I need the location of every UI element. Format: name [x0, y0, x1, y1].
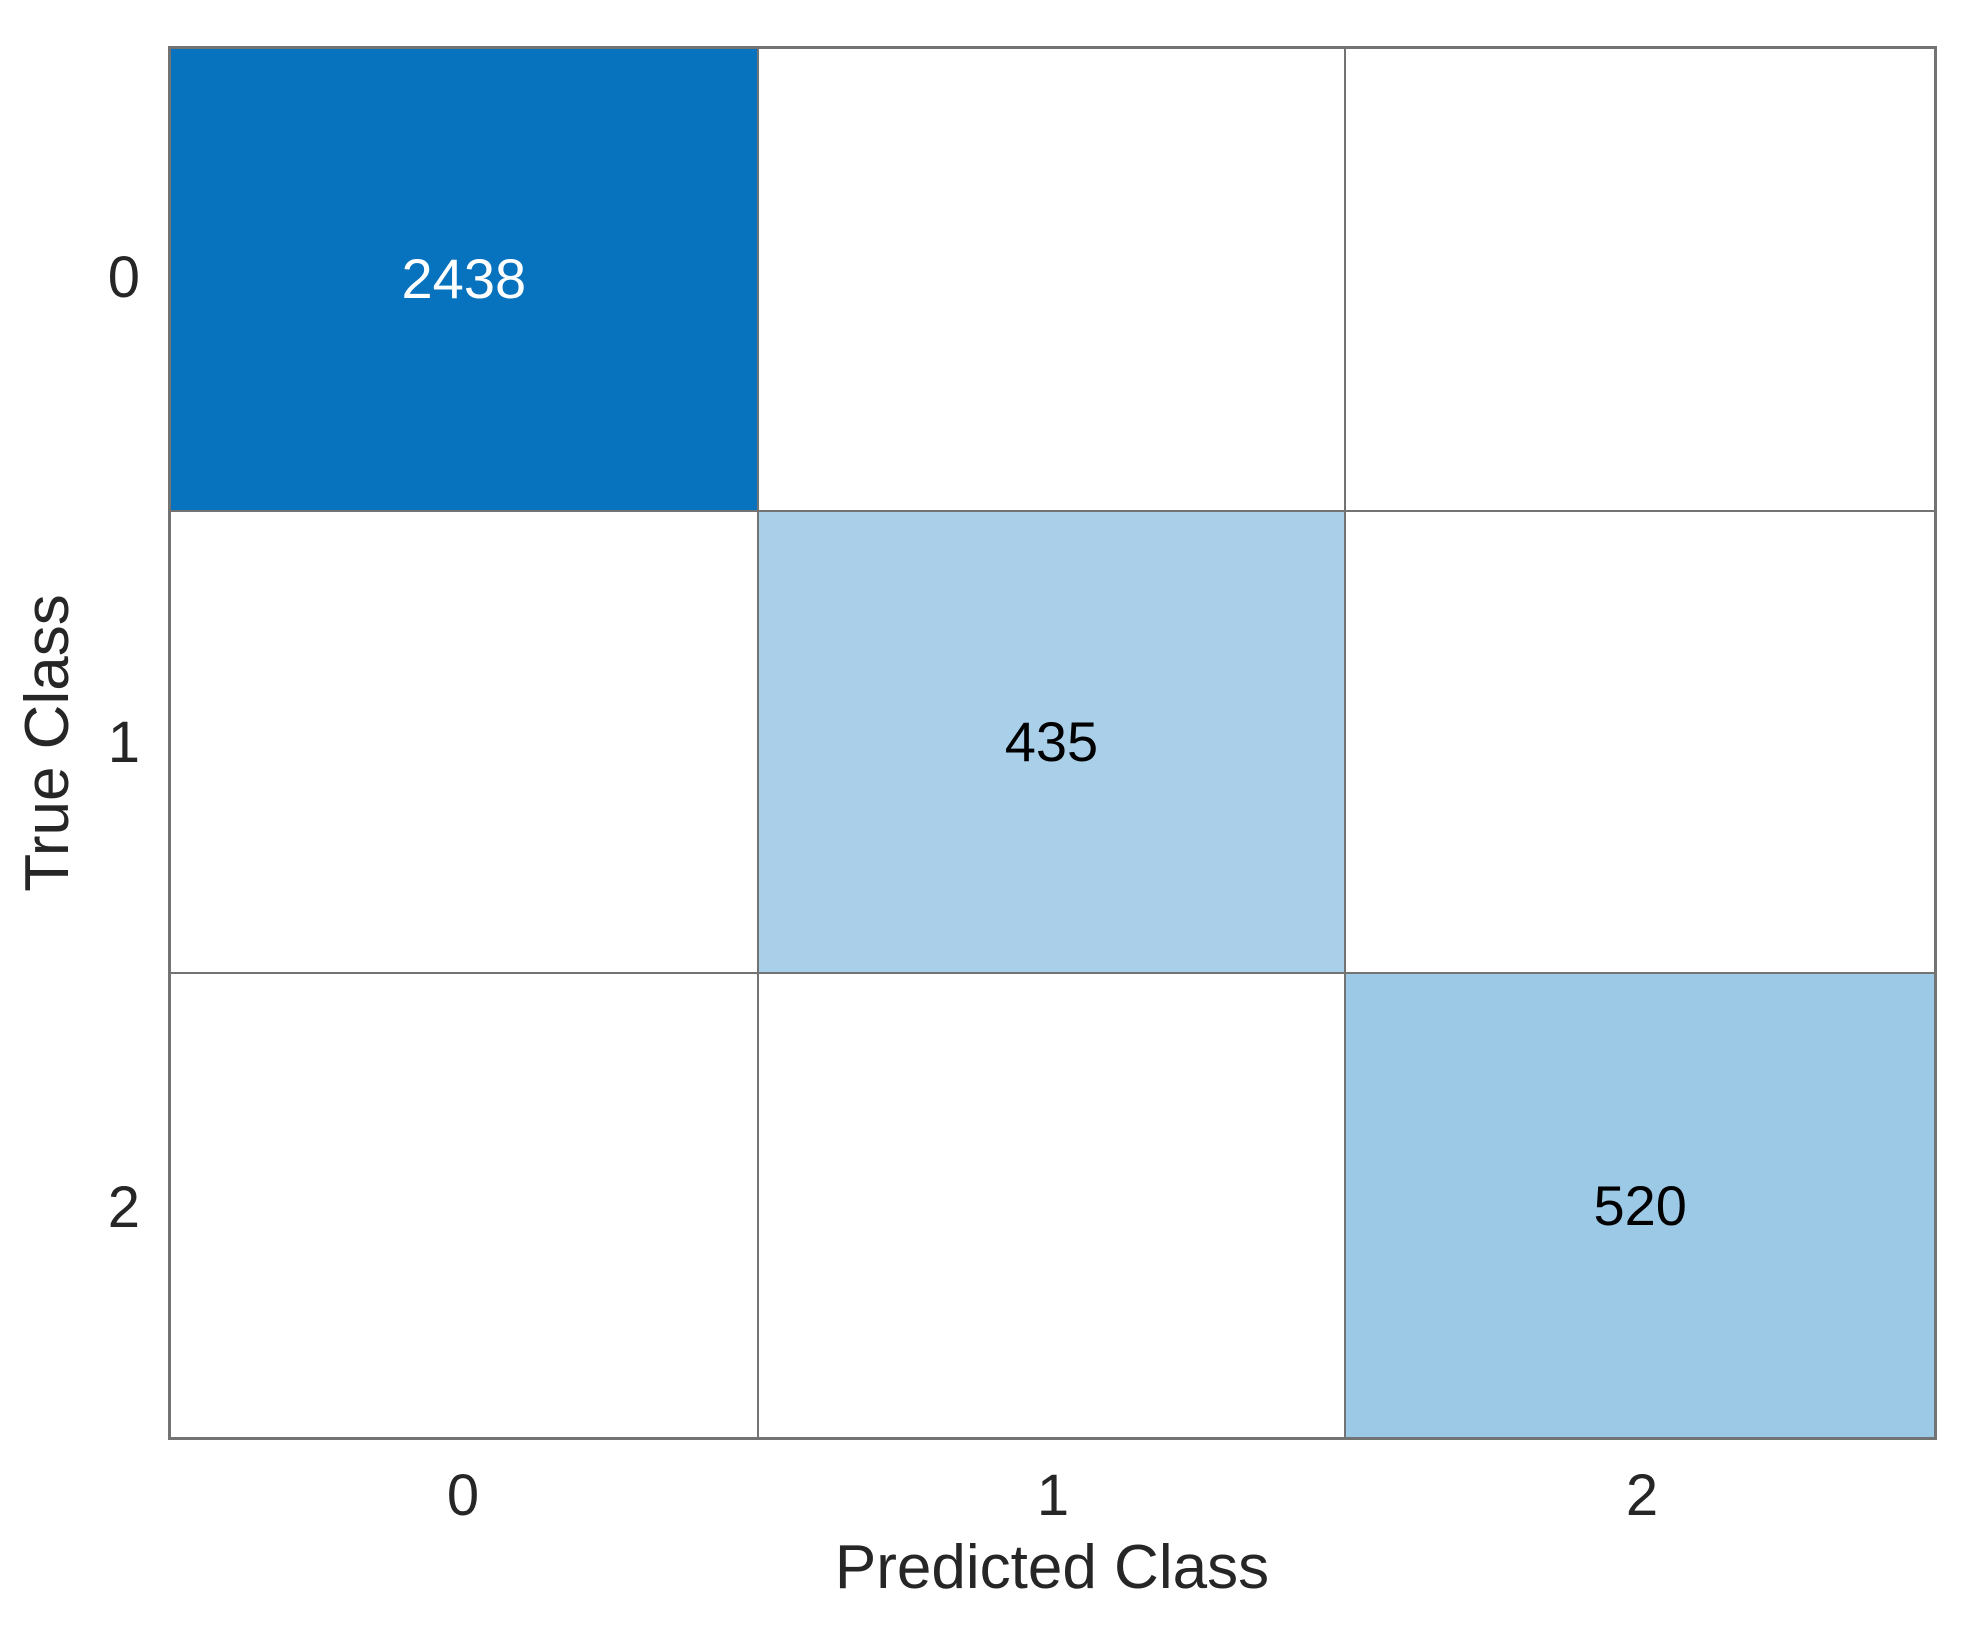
matrix-cell-true0-pred0: 2438 [171, 49, 759, 512]
y-tick-label-2: 2 [107, 1175, 140, 1240]
matrix-cell-true2-pred2: 520 [1346, 974, 1934, 1437]
x-tick-label-0: 0 [446, 1463, 480, 1528]
matrix-cell-true0-pred2 [1346, 49, 1934, 512]
y-tick-label-0: 0 [107, 245, 140, 310]
x-axis-label: Predicted Class [834, 1533, 1270, 1602]
matrix-cell-true1-pred2 [1346, 511, 1934, 975]
x-tick-label-1: 1 [1036, 1463, 1070, 1528]
cell-value: 2438 [401, 247, 527, 311]
matrix-cell-true2-pred1 [758, 974, 1347, 1437]
matrix-cell-true1-pred1: 435 [758, 511, 1347, 975]
matrix-cell-true0-pred1 [758, 49, 1347, 512]
cell-value: 435 [1004, 709, 1099, 773]
cell-value: 520 [1593, 1173, 1687, 1237]
matrix-cell-true1-pred0 [171, 511, 759, 975]
x-tick-label-2: 2 [1625, 1463, 1659, 1528]
confusion-matrix-grid: 2438 435 520 [168, 46, 1937, 1440]
y-tick-label-1: 1 [107, 710, 140, 775]
matrix-cell-true2-pred0 [171, 974, 759, 1437]
